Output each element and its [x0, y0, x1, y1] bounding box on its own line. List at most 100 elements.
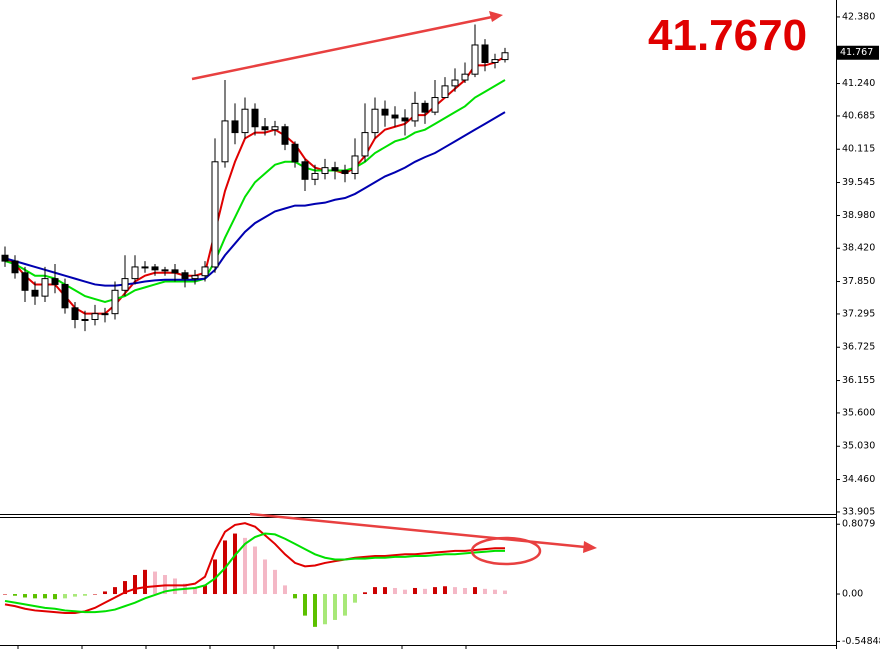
candle-body — [311, 172, 319, 180]
candle-body — [241, 108, 249, 134]
indicator-line — [4, 111, 506, 287]
candle-body — [151, 266, 159, 271]
candle-body — [71, 307, 79, 320]
histogram-bar — [73, 594, 77, 597]
annotations — [191, 11, 597, 566]
histogram-bar — [493, 589, 497, 595]
histogram-bar — [383, 587, 387, 595]
y-tick-label: 39.545 — [842, 177, 875, 188]
candle-body — [191, 275, 199, 280]
histogram-bar — [333, 594, 337, 620]
candle-body — [121, 278, 129, 291]
candle-body — [431, 97, 439, 113]
candle-body — [291, 143, 299, 163]
candle-body — [171, 269, 179, 274]
histogram-bar — [343, 594, 347, 616]
candle-body — [221, 120, 229, 163]
y-tick-label: 0.00 — [842, 589, 863, 600]
candle-body — [41, 278, 49, 297]
candle-body — [61, 283, 69, 309]
candle-body — [411, 102, 419, 122]
frame — [0, 0, 837, 649]
y-tick-label: 40.685 — [842, 110, 875, 121]
histogram-bar — [453, 587, 457, 595]
candle-body — [111, 289, 119, 315]
candle-body — [471, 44, 479, 75]
candle-body — [331, 167, 339, 172]
candle-body — [351, 155, 359, 174]
candle-body — [11, 260, 19, 274]
y-tick-label: 38.420 — [842, 243, 875, 254]
candle-body — [301, 161, 309, 180]
histogram-bar — [473, 587, 477, 595]
candle-body — [51, 278, 59, 285]
histogram-bar — [423, 588, 427, 595]
histogram-bar — [263, 559, 267, 595]
candle-body — [441, 85, 449, 99]
candle-body — [461, 73, 469, 81]
y-tick-label: 0.8079 — [842, 519, 875, 530]
indicator-line — [4, 55, 506, 315]
histogram-bar — [273, 569, 277, 595]
candle-body — [161, 269, 169, 272]
histogram-bar — [193, 587, 197, 595]
histogram-bar — [83, 594, 87, 596]
histogram-bar — [463, 587, 467, 595]
histogram-bar — [33, 594, 37, 599]
candle-body — [361, 132, 369, 157]
histogram-bar — [153, 571, 157, 595]
candle-body — [281, 126, 289, 145]
histogram-bar — [373, 587, 377, 595]
indicator-line — [4, 522, 505, 615]
y-tick-label: 38.980 — [842, 210, 875, 221]
histogram-bar — [483, 588, 487, 595]
histogram-bar — [443, 586, 447, 595]
candle-body — [211, 161, 219, 268]
candle-body — [491, 59, 499, 63]
candle-body — [1, 254, 9, 262]
histogram-bar — [283, 585, 287, 595]
histogram-bar — [63, 594, 67, 599]
y-tick-label: 35.600 — [842, 407, 875, 418]
histogram-bar — [313, 594, 317, 627]
histogram-bar — [403, 589, 407, 595]
candle-body — [201, 266, 209, 277]
histogram-bar — [413, 587, 417, 595]
histogram-bar — [363, 592, 367, 595]
histogram-bar — [243, 537, 247, 595]
candle-body — [261, 126, 269, 131]
histogram-bar — [103, 591, 107, 595]
y-tick-label: 36.155 — [842, 375, 875, 386]
candle-body — [31, 289, 39, 297]
histogram-bar — [53, 594, 57, 600]
candle-body — [451, 79, 459, 87]
histogram-bar — [123, 581, 127, 595]
histogram-bar — [323, 594, 327, 625]
candle-body — [231, 120, 239, 134]
y-tick-label: 36.725 — [842, 342, 875, 353]
candle-body — [131, 266, 139, 280]
candle-body — [271, 126, 279, 131]
y-tick-label: 37.295 — [842, 308, 875, 319]
candle-body — [481, 44, 489, 63]
histogram-bar — [133, 575, 137, 595]
histogram-bar — [213, 559, 217, 595]
candle-body — [501, 52, 509, 61]
candle-body — [371, 108, 379, 134]
candle-body — [21, 272, 29, 291]
candle-body — [421, 102, 429, 113]
histogram-bar — [3, 594, 7, 595]
histogram-bar — [303, 594, 307, 616]
candle-body — [341, 170, 349, 174]
y-tick-label: 37.850 — [842, 276, 875, 287]
histogram-bar — [393, 587, 397, 595]
histogram-bar — [23, 594, 27, 598]
histogram-bar — [93, 594, 97, 595]
histogram-bar — [293, 594, 297, 599]
y-tick-label: 34.460 — [842, 474, 875, 485]
histogram-bar — [13, 594, 17, 596]
indicator-line — [4, 532, 505, 614]
y-tick-label: 41.240 — [842, 78, 875, 89]
